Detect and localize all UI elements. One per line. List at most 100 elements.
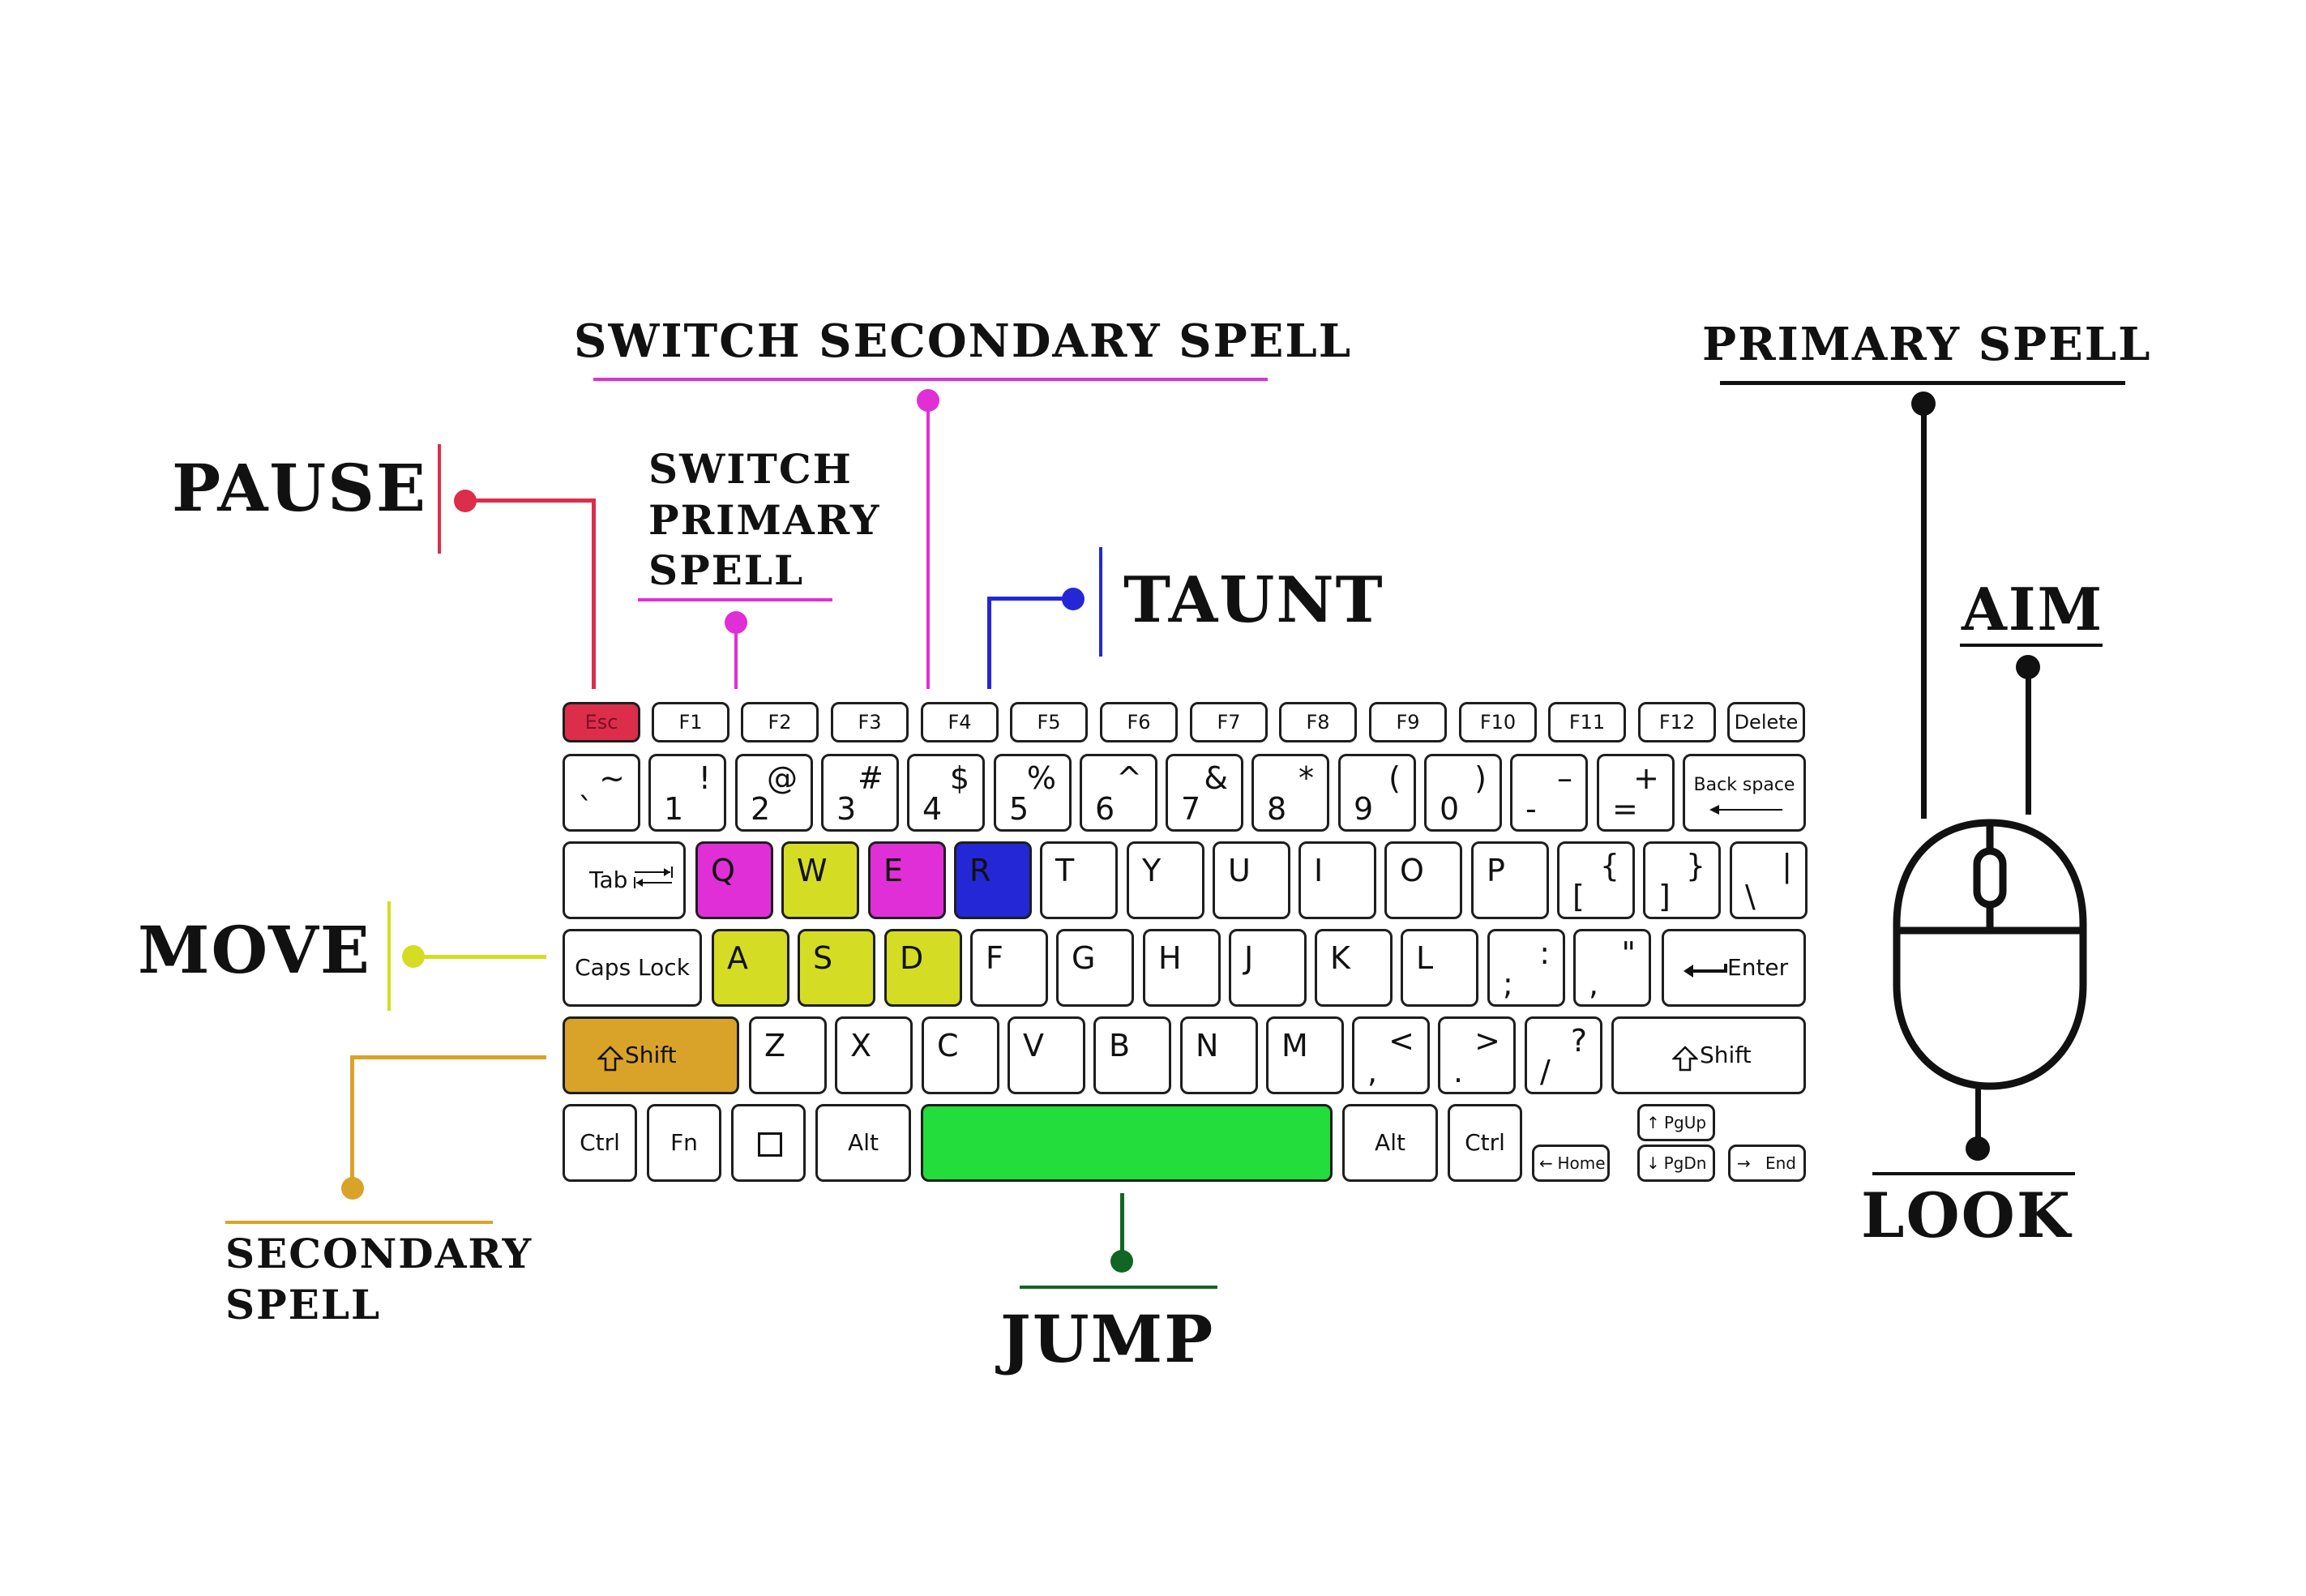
- key-home: Home ←: [1532, 1145, 1610, 1182]
- key-y: Y: [1127, 841, 1204, 919]
- key-space: [921, 1104, 1333, 1182]
- key-bottom-punct-0-bottom-symbol: ,: [1367, 1054, 1378, 1089]
- key-l: L: [1401, 929, 1478, 1007]
- label-taunt: TAUNT: [1123, 563, 1384, 637]
- key-number-4-bottom-symbol: 4: [922, 791, 943, 827]
- switch-primary-underline: [638, 598, 832, 601]
- key-ctrl-left-label: Ctrl: [580, 1129, 620, 1156]
- key-f: F: [970, 929, 1048, 1007]
- key-number-3-top-symbol: #: [858, 760, 883, 796]
- key-home-punct-1-bottom-symbol: ,: [1589, 966, 1599, 1002]
- key-bracket-2: | \: [1730, 841, 1808, 919]
- key-t: T: [1040, 841, 1118, 919]
- key-shift-right: Shift: [1611, 1016, 1806, 1094]
- key-number-8-top-symbol: *: [1298, 760, 1314, 796]
- key-bottom-punct-2: ? /: [1525, 1016, 1602, 1094]
- key-c-label: C: [937, 1028, 959, 1063]
- key-number-11-bottom-symbol: -: [1525, 791, 1537, 827]
- key-bottom-punct-1: >.: [1438, 1016, 1516, 1094]
- key-p-label: P: [1487, 853, 1505, 888]
- key-pgup: PgUp ↑: [1637, 1104, 1715, 1141]
- key-f8: F8: [1279, 702, 1357, 742]
- key-u: U: [1213, 841, 1290, 919]
- key-f3-label: F3: [858, 711, 882, 734]
- key-caps-lock: Caps Lock: [563, 929, 702, 1007]
- key-y-label: Y: [1142, 853, 1162, 888]
- down-arrow-icon: ↓: [1646, 1153, 1660, 1173]
- key-f2: F2: [741, 702, 819, 742]
- key-number-0: ~ `: [563, 754, 640, 832]
- key-bottom-punct-2-top-symbol: ?: [1570, 1023, 1587, 1059]
- key-f6-label: F6: [1127, 711, 1151, 734]
- key-a: A: [712, 929, 789, 1007]
- key-esc-label: Esc: [584, 711, 618, 734]
- primary-underline: [1720, 381, 2125, 385]
- key-esc: Esc: [563, 702, 640, 742]
- backspace-arrow-icon: [1709, 805, 1782, 815]
- taunt-leader-vertical: [987, 598, 991, 689]
- key-number-11-top-symbol: –: [1557, 760, 1572, 796]
- key-alt-right-label: Alt: [1375, 1129, 1405, 1156]
- key-n-label: N: [1196, 1028, 1219, 1063]
- shift-arrow-icon: [1672, 1046, 1698, 1072]
- key-number-3-bottom-symbol: 3: [836, 791, 857, 827]
- key-home-label: Home: [1557, 1153, 1606, 1173]
- key-home-punct-0: :;: [1487, 929, 1565, 1007]
- right-arrow-icon: →: [1737, 1153, 1751, 1173]
- key-n: N: [1180, 1016, 1258, 1094]
- key-number-9-top-symbol: (: [1388, 760, 1401, 796]
- look-underline: [1872, 1172, 2075, 1175]
- key-f9-label: F9: [1396, 711, 1420, 734]
- key-backspace-label: Back space: [1693, 775, 1795, 795]
- jump-underline: [1020, 1286, 1217, 1289]
- key-d: D: [884, 929, 962, 1007]
- key-r-label: R: [969, 853, 991, 888]
- key-g-label: G: [1072, 940, 1096, 976]
- key-w: W: [781, 841, 859, 919]
- key-bottom-punct-1-bottom-symbol: .: [1453, 1054, 1464, 1089]
- up-arrow-icon: ↑: [1646, 1113, 1660, 1132]
- key-bracket-0: {[: [1557, 841, 1635, 919]
- mouse-icon: [1893, 819, 2087, 1090]
- label-look: LOOK: [1861, 1179, 2072, 1252]
- key-b-label: B: [1109, 1028, 1131, 1063]
- left-arrow-icon: ←: [1539, 1153, 1553, 1173]
- key-m-label: M: [1281, 1028, 1308, 1063]
- key-number-2-bottom-symbol: 2: [751, 791, 771, 827]
- secondary-leader-horizontal: [350, 1055, 546, 1059]
- windows-square-icon: [758, 1132, 782, 1157]
- key-number-10: ) 0: [1424, 754, 1502, 832]
- key-number-8: * 8: [1251, 754, 1329, 832]
- key-alt-right: Alt: [1342, 1104, 1438, 1182]
- key-e: E: [868, 841, 946, 919]
- key-f7: F7: [1190, 702, 1268, 742]
- key-u-label: U: [1228, 853, 1251, 888]
- key-enter-label: Enter: [1727, 954, 1789, 981]
- key-home-punct-1-top-symbol: ": [1621, 935, 1636, 971]
- key-tab: Tab: [563, 841, 686, 919]
- key-shift-left: Shift: [563, 1016, 739, 1094]
- aim-dot: [2016, 655, 2040, 679]
- switch-secondary-underline: [593, 378, 1268, 381]
- primary-dot: [1911, 392, 1936, 416]
- switch-primary-dot: [725, 611, 747, 634]
- tab-arrows-icon: [634, 866, 673, 888]
- key-f1: F1: [652, 702, 729, 742]
- key-number-10-top-symbol: ): [1474, 760, 1487, 796]
- look-dot: [1966, 1136, 1990, 1161]
- key-f12: F12: [1638, 702, 1716, 742]
- key-p: P: [1471, 841, 1549, 919]
- key-l-label: L: [1416, 940, 1434, 976]
- key-d-label: D: [900, 940, 924, 976]
- key-bottom-punct-0-top-symbol: <: [1388, 1023, 1414, 1059]
- move-bar: [387, 901, 391, 1011]
- key-o-label: O: [1400, 853, 1424, 888]
- key-number-6-top-symbol: ^: [1116, 760, 1142, 796]
- key-number-1-bottom-symbol: 1: [664, 791, 684, 827]
- key-windows: [731, 1104, 806, 1182]
- key-caps-lock-label: Caps Lock: [575, 954, 690, 981]
- key-f6: F6: [1100, 702, 1178, 742]
- key-g: G: [1056, 929, 1134, 1007]
- key-f9: F9: [1369, 702, 1447, 742]
- key-delete-label: Delete: [1734, 711, 1799, 734]
